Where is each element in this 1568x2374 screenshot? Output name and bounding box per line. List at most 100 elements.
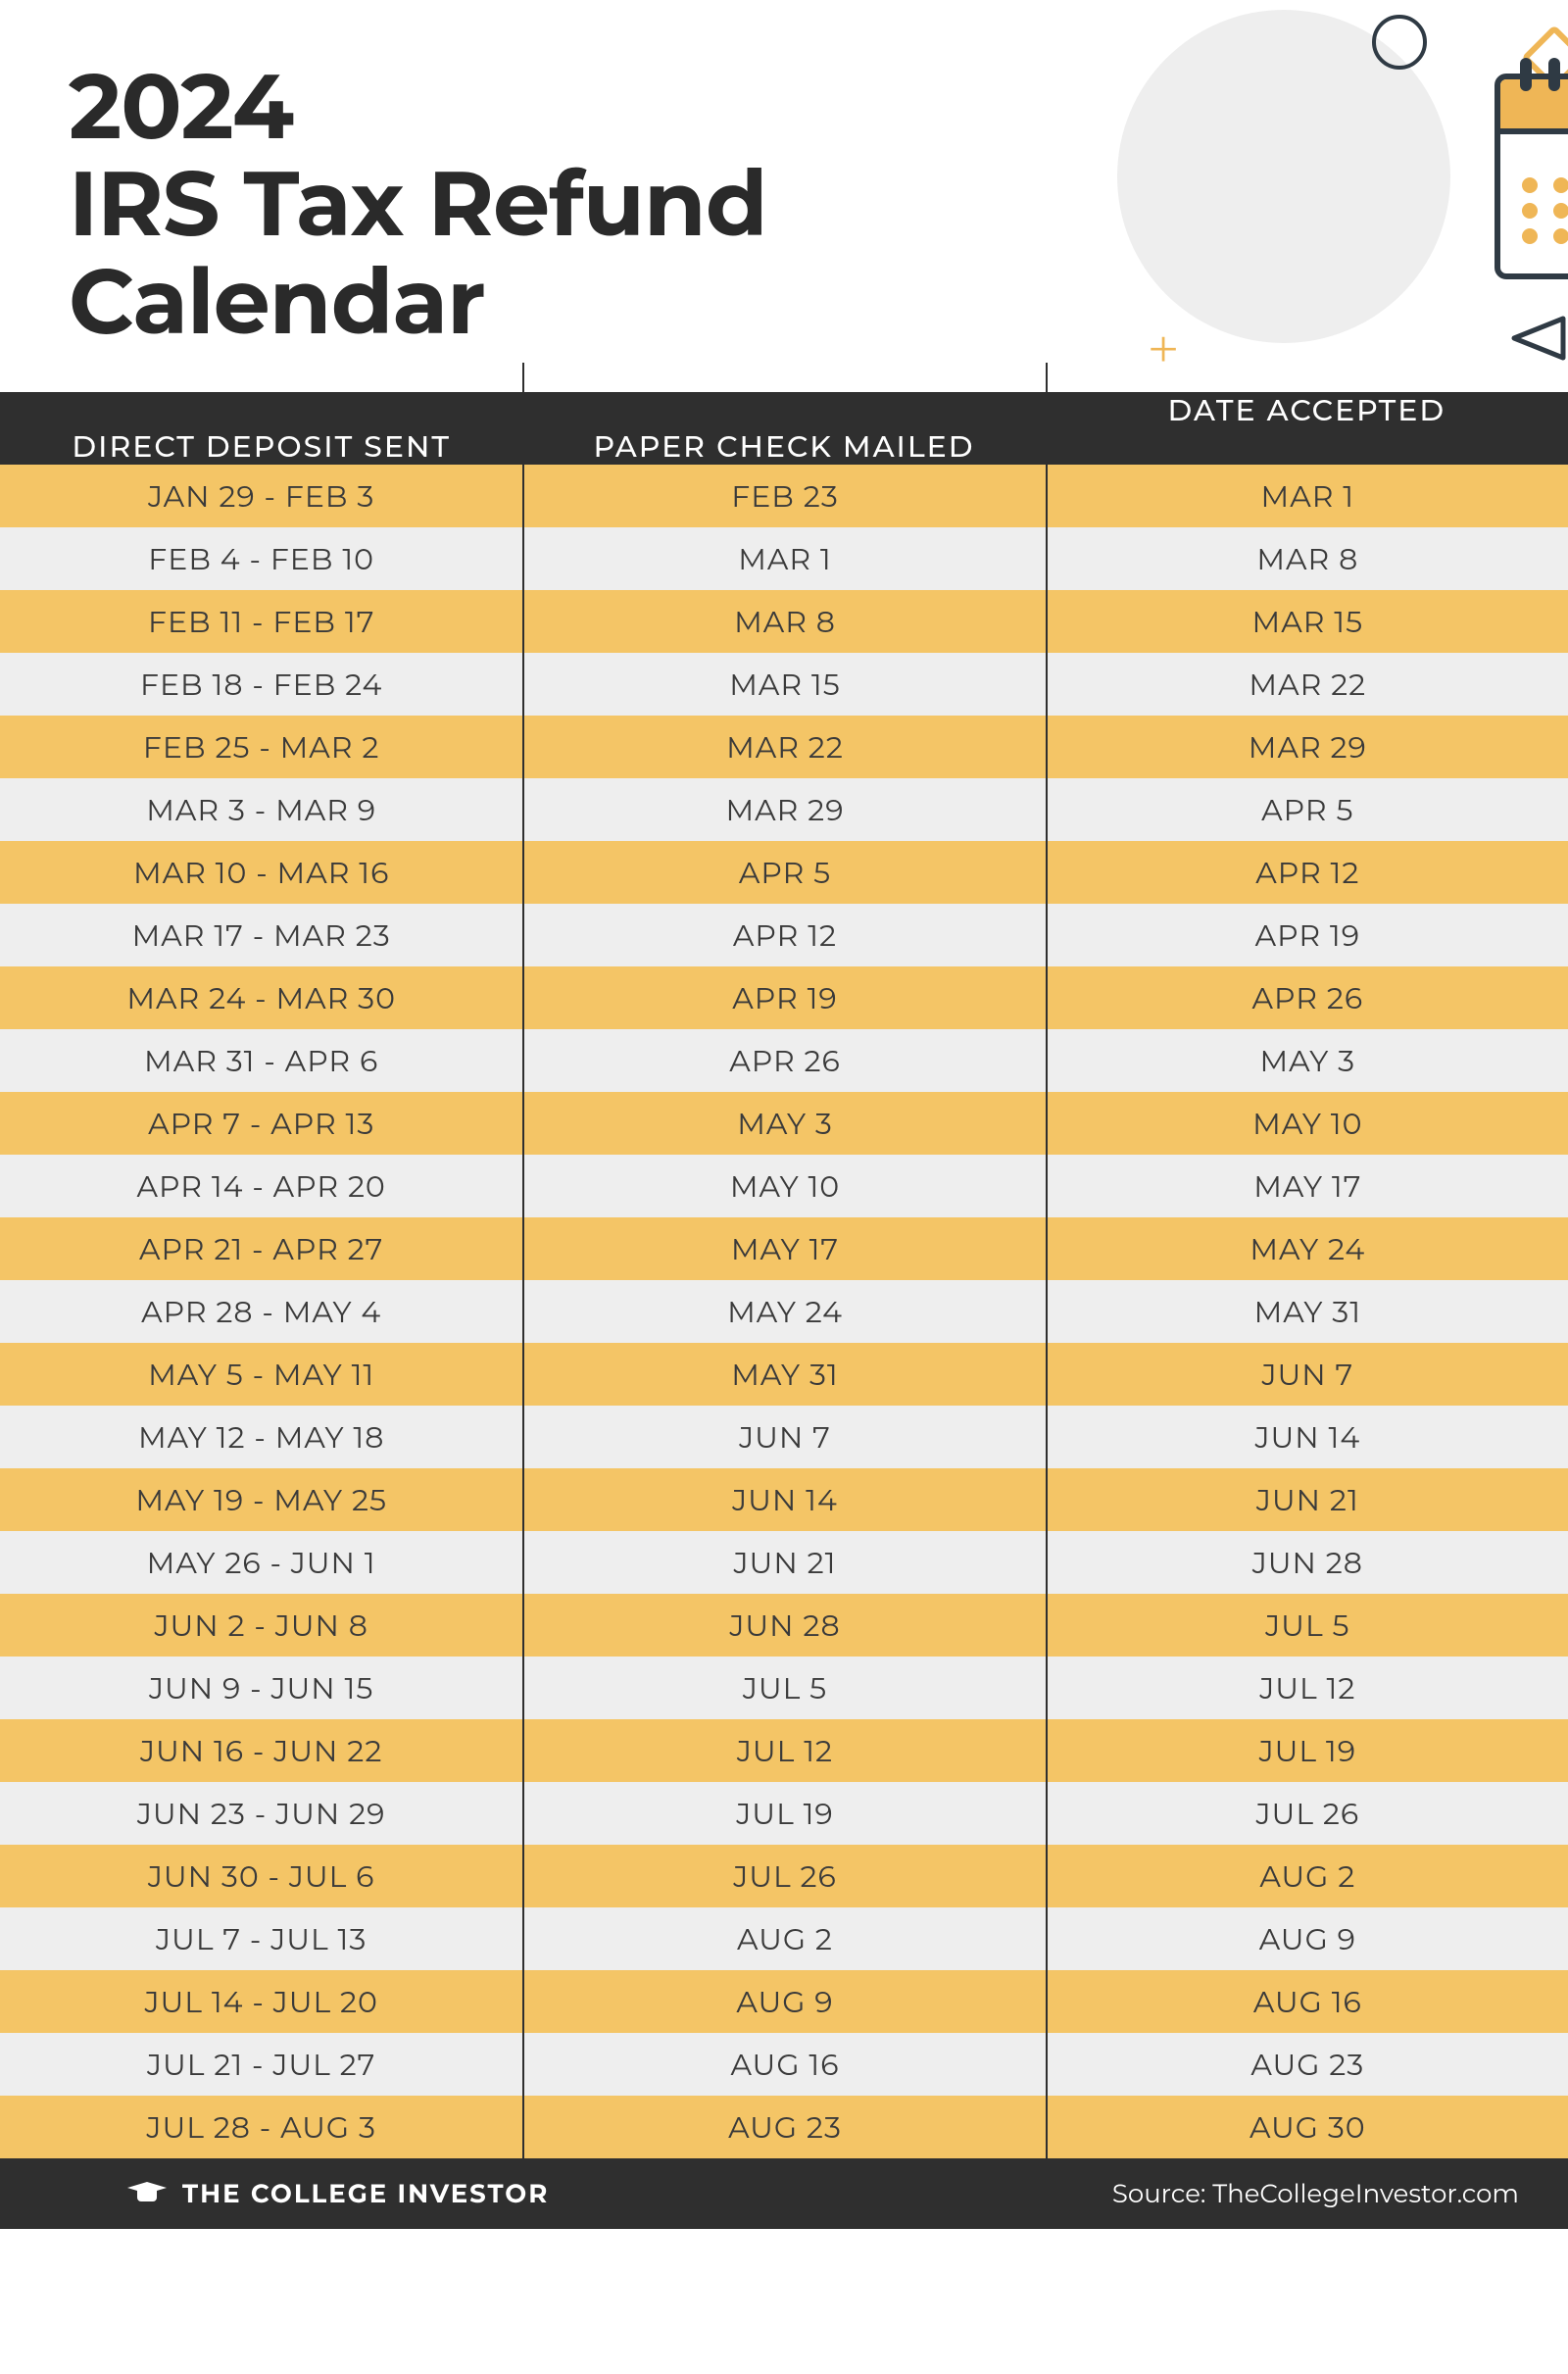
table-cell: JUN 7 xyxy=(1046,1343,1568,1406)
table-row: JUN 16 - JUN 22JUL 12JUL 19 xyxy=(0,1719,1568,1782)
table-cell: MAY 19 - MAY 25 xyxy=(0,1468,522,1531)
table-cell: APR 28 - MAY 4 xyxy=(0,1280,522,1343)
table-cell: MAY 12 - MAY 18 xyxy=(0,1406,522,1468)
header-section: 2024 IRS Tax Refund Calendar + 20 xyxy=(0,0,1568,392)
title-line-2: IRS Tax Refund xyxy=(69,149,767,259)
table-row: FEB 4 - FEB 10MAR 1MAR 8 xyxy=(0,527,1568,590)
table-cell: MAR 1 xyxy=(522,527,1045,590)
table-cell: JUN 14 xyxy=(1046,1406,1568,1468)
table-row: MAR 17 - MAR 23APR 12APR 19 xyxy=(0,904,1568,966)
table-row: JUN 9 - JUN 15JUL 5JUL 12 xyxy=(0,1657,1568,1719)
table-row: APR 14 - APR 20MAY 10MAY 17 xyxy=(0,1155,1568,1217)
calendar-icon: 2024 xyxy=(1494,74,1568,279)
table-cell: MAY 31 xyxy=(522,1343,1045,1406)
col-paper-check: PAPER CHECK MAILED xyxy=(522,428,1045,465)
table-cell: JUL 7 - JUL 13 xyxy=(0,1907,522,1970)
brand-name: THE COLLEGE INVESTOR xyxy=(182,2178,549,2209)
source-attribution: Source: TheCollegeInvestor.com xyxy=(1112,2178,1519,2209)
table-cell: AUG 23 xyxy=(1046,2033,1568,2096)
table-cell: MAY 3 xyxy=(522,1092,1045,1155)
table-cell: JUL 12 xyxy=(522,1719,1045,1782)
table-header-row: DATE ACCEPTED DIRECT DEPOSIT SENT PAPER … xyxy=(0,392,1568,465)
table-cell: APR 5 xyxy=(522,841,1045,904)
table-cell: AUG 2 xyxy=(1046,1845,1568,1907)
table-row: MAR 31 - APR 6APR 26MAY 3 xyxy=(0,1029,1568,1092)
table-cell: APR 19 xyxy=(1046,904,1568,966)
table-cell: JUL 21 - JUL 27 xyxy=(0,2033,522,2096)
table-cell: MAR 22 xyxy=(522,716,1045,778)
table-row: APR 21 - APR 27MAY 17MAY 24 xyxy=(0,1217,1568,1280)
table-cell: MAY 5 - MAY 11 xyxy=(0,1343,522,1406)
table-cell: MAR 24 - MAR 30 xyxy=(0,966,522,1029)
table-row: JUL 14 - JUL 20AUG 9AUG 16 xyxy=(0,1970,1568,2033)
table-cell: JUN 23 - JUN 29 xyxy=(0,1782,522,1845)
table-row: JUL 21 - JUL 27AUG 16AUG 23 xyxy=(0,2033,1568,2096)
decorative-triangle-icon xyxy=(1509,314,1568,363)
infographic-container: 2024 IRS Tax Refund Calendar + 20 xyxy=(0,0,1568,2229)
title-line-3: Calendar xyxy=(69,247,485,357)
table-cell: MAR 29 xyxy=(522,778,1045,841)
table-cell: JUL 19 xyxy=(522,1782,1045,1845)
table-cell: MAY 17 xyxy=(1046,1155,1568,1217)
table-row: MAY 26 - JUN 1JUN 21JUN 28 xyxy=(0,1531,1568,1594)
table-cell: JUN 30 - JUL 6 xyxy=(0,1845,522,1907)
table-cell: JUL 14 - JUL 20 xyxy=(0,1970,522,2033)
table-cell: APR 14 - APR 20 xyxy=(0,1155,522,1217)
table-cell: JUL 19 xyxy=(1046,1719,1568,1782)
calendar-rings xyxy=(1520,58,1568,91)
table-cell: JUL 26 xyxy=(522,1845,1045,1907)
table-cell: JUN 28 xyxy=(1046,1531,1568,1594)
table-cell: FEB 4 - FEB 10 xyxy=(0,527,522,590)
table-cell: MAR 15 xyxy=(522,653,1045,716)
table-cell: JUN 21 xyxy=(522,1531,1045,1594)
table-row: JAN 29 - FEB 3FEB 23MAR 1 xyxy=(0,465,1568,527)
decorative-circle-outline xyxy=(1372,15,1427,70)
table-row: FEB 11 - FEB 17MAR 8MAR 15 xyxy=(0,590,1568,653)
col-date-accepted: DATE ACCEPTED xyxy=(1046,392,1568,428)
table-cell: FEB 18 - FEB 24 xyxy=(0,653,522,716)
table-cell: APR 12 xyxy=(522,904,1045,966)
table-cell: AUG 9 xyxy=(522,1970,1045,2033)
table-cell: JUL 28 - AUG 3 xyxy=(0,2096,522,2158)
table-row: MAR 3 - MAR 9MAR 29APR 5 xyxy=(0,778,1568,841)
table-row: MAY 12 - MAY 18JUN 7JUN 14 xyxy=(0,1406,1568,1468)
table-row: APR 28 - MAY 4MAY 24MAY 31 xyxy=(0,1280,1568,1343)
table-cell: APR 21 - APR 27 xyxy=(0,1217,522,1280)
table-cell: MAR 8 xyxy=(522,590,1045,653)
table-cell: MAR 3 - MAR 9 xyxy=(0,778,522,841)
table-cell: APR 7 - APR 13 xyxy=(0,1092,522,1155)
table-row: FEB 25 - MAR 2MAR 22MAR 29 xyxy=(0,716,1568,778)
table-cell: JUL 26 xyxy=(1046,1782,1568,1845)
table-cell: JUL 5 xyxy=(1046,1594,1568,1657)
table-cell: AUG 23 xyxy=(522,2096,1045,2158)
table-cell: JUN 14 xyxy=(522,1468,1045,1531)
table-cell: MAR 22 xyxy=(1046,653,1568,716)
table-cell: JUL 5 xyxy=(522,1657,1045,1719)
table-cell: AUG 16 xyxy=(522,2033,1045,2096)
table-cell: JUL 12 xyxy=(1046,1657,1568,1719)
table-row: JUN 2 - JUN 8JUN 28JUL 5 xyxy=(0,1594,1568,1657)
table-row: MAY 19 - MAY 25JUN 14JUN 21 xyxy=(0,1468,1568,1531)
table-cell: MAY 17 xyxy=(522,1217,1045,1280)
table-body: JAN 29 - FEB 3FEB 23MAR 1FEB 4 - FEB 10M… xyxy=(0,465,1568,2158)
table-cell: AUG 30 xyxy=(1046,2096,1568,2158)
table-cell: MAR 31 - APR 6 xyxy=(0,1029,522,1092)
table-cell: JUN 2 - JUN 8 xyxy=(0,1594,522,1657)
table-row: MAR 10 - MAR 16APR 5APR 12 xyxy=(0,841,1568,904)
table-cell: MAR 8 xyxy=(1046,527,1568,590)
table-cell: FEB 11 - FEB 17 xyxy=(0,590,522,653)
table-row: MAY 5 - MAY 11MAY 31JUN 7 xyxy=(0,1343,1568,1406)
table-row: JUL 28 - AUG 3AUG 23AUG 30 xyxy=(0,2096,1568,2158)
graduation-cap-icon xyxy=(127,2182,167,2205)
table-cell: JUN 9 - JUN 15 xyxy=(0,1657,522,1719)
table-cell: MAY 31 xyxy=(1046,1280,1568,1343)
refund-table: DATE ACCEPTED DIRECT DEPOSIT SENT PAPER … xyxy=(0,392,1568,2158)
table-cell: APR 19 xyxy=(522,966,1045,1029)
table-cell: JAN 29 - FEB 3 xyxy=(0,465,522,527)
footer-brand: THE COLLEGE INVESTOR xyxy=(127,2178,549,2209)
footer-bar: THE COLLEGE INVESTOR Source: TheCollegeI… xyxy=(0,2158,1568,2229)
calendar-dots xyxy=(1500,134,1568,262)
table-cell: MAR 1 xyxy=(1046,465,1568,527)
table-cell: MAR 17 - MAR 23 xyxy=(0,904,522,966)
table-cell: MAY 24 xyxy=(1046,1217,1568,1280)
